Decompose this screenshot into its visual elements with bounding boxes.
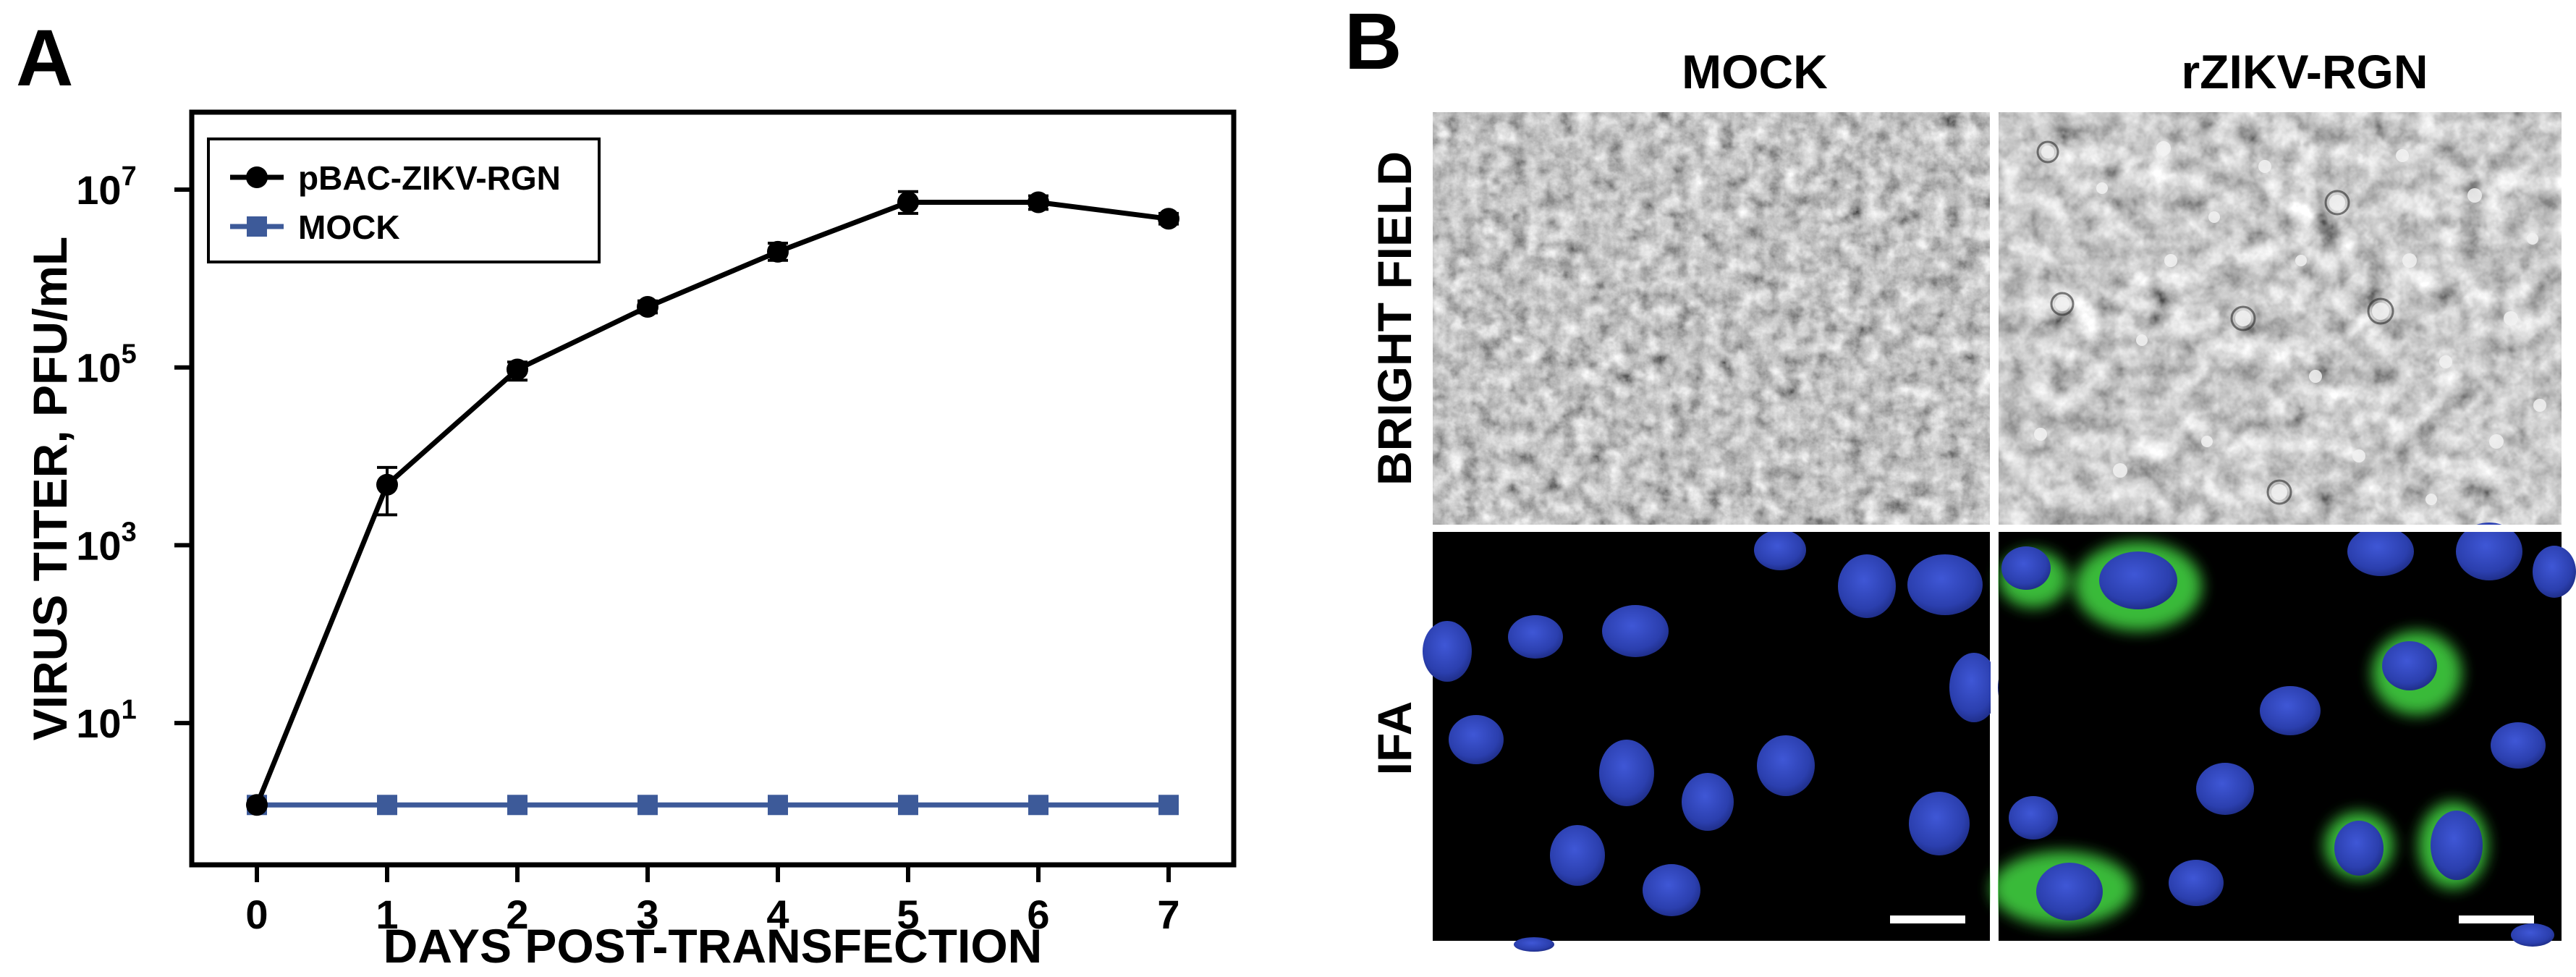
y-axis-label: VIRUS TITER, PFU/mL: [23, 237, 77, 741]
point-1-4: [768, 795, 788, 816]
y-tick-label-1: 103: [76, 517, 136, 568]
y-tick-label-0: 101: [76, 695, 136, 746]
x-tick-label-5: 5: [897, 892, 919, 937]
ifa-mock-image: [1423, 530, 1999, 952]
series-1: [247, 795, 1179, 816]
series-0: [246, 190, 1179, 816]
point-1-3: [637, 795, 658, 816]
point-0-2: [507, 358, 528, 381]
point-0-5: [897, 191, 919, 213]
x-tick-label-0: 0: [245, 892, 268, 937]
x-tick-label-4: 4: [766, 892, 789, 937]
scale-bar-mock: [1890, 915, 1965, 923]
point-0-6: [1028, 191, 1049, 213]
x-tick-label-7: 7: [1157, 892, 1179, 937]
brightfield-rzikv-image: [1999, 112, 2562, 525]
row-label-bright-field: BRIGHT FIELD: [1368, 151, 1421, 486]
point-1-2: [507, 795, 528, 816]
x-tick-label-6: 6: [1027, 892, 1049, 937]
x-tick-label-2: 2: [506, 892, 528, 937]
point-1-6: [1028, 795, 1048, 816]
point-1-7: [1158, 795, 1179, 816]
y-tick-label-3: 107: [76, 161, 136, 213]
plot-frame: [189, 109, 1237, 868]
legend-marker-0: [246, 166, 268, 188]
legend-marker-1: [247, 216, 267, 237]
point-0-1: [376, 473, 398, 496]
brightfield-mock-image: [1433, 112, 1990, 525]
point-0-4: [767, 240, 789, 263]
titer-chart: 0 1 2 3 4 5 6 7 101 103 105 107 DAYS POST-TRANSFECTI…: [23, 109, 1237, 973]
column-label-mock: MOCK: [1682, 45, 1828, 98]
panel-a-letter: A: [16, 14, 73, 103]
point-1-1: [377, 795, 397, 816]
point-1-5: [898, 795, 918, 816]
x-axis-label: DAYS POST-TRANSFECTION: [384, 919, 1043, 973]
x-tick-label-1: 1: [376, 892, 398, 937]
row-label-ifa: IFA: [1368, 701, 1421, 776]
legend-box: [207, 138, 601, 263]
point-0-0: [246, 794, 268, 816]
panel-b-letter: B: [1344, 0, 1402, 86]
scale-bar-rzikv: [2459, 915, 2534, 923]
column-label-rzikv-rgn: rZIKV-RGN: [2181, 45, 2428, 98]
series-line-0: [254, 200, 1169, 806]
ifa-rzikv-image: [1991, 523, 2576, 947]
x-tick-label-3: 3: [636, 892, 658, 937]
point-0-7: [1158, 208, 1179, 230]
legend-label-1: MOCK: [298, 208, 400, 246]
legend-label-0: pBAC-ZIKV-RGN: [298, 159, 561, 197]
point-0-3: [637, 296, 658, 318]
y-tick-label-2: 105: [76, 339, 136, 391]
legend: pBAC-ZIKV-RGN MOCK: [207, 138, 601, 263]
